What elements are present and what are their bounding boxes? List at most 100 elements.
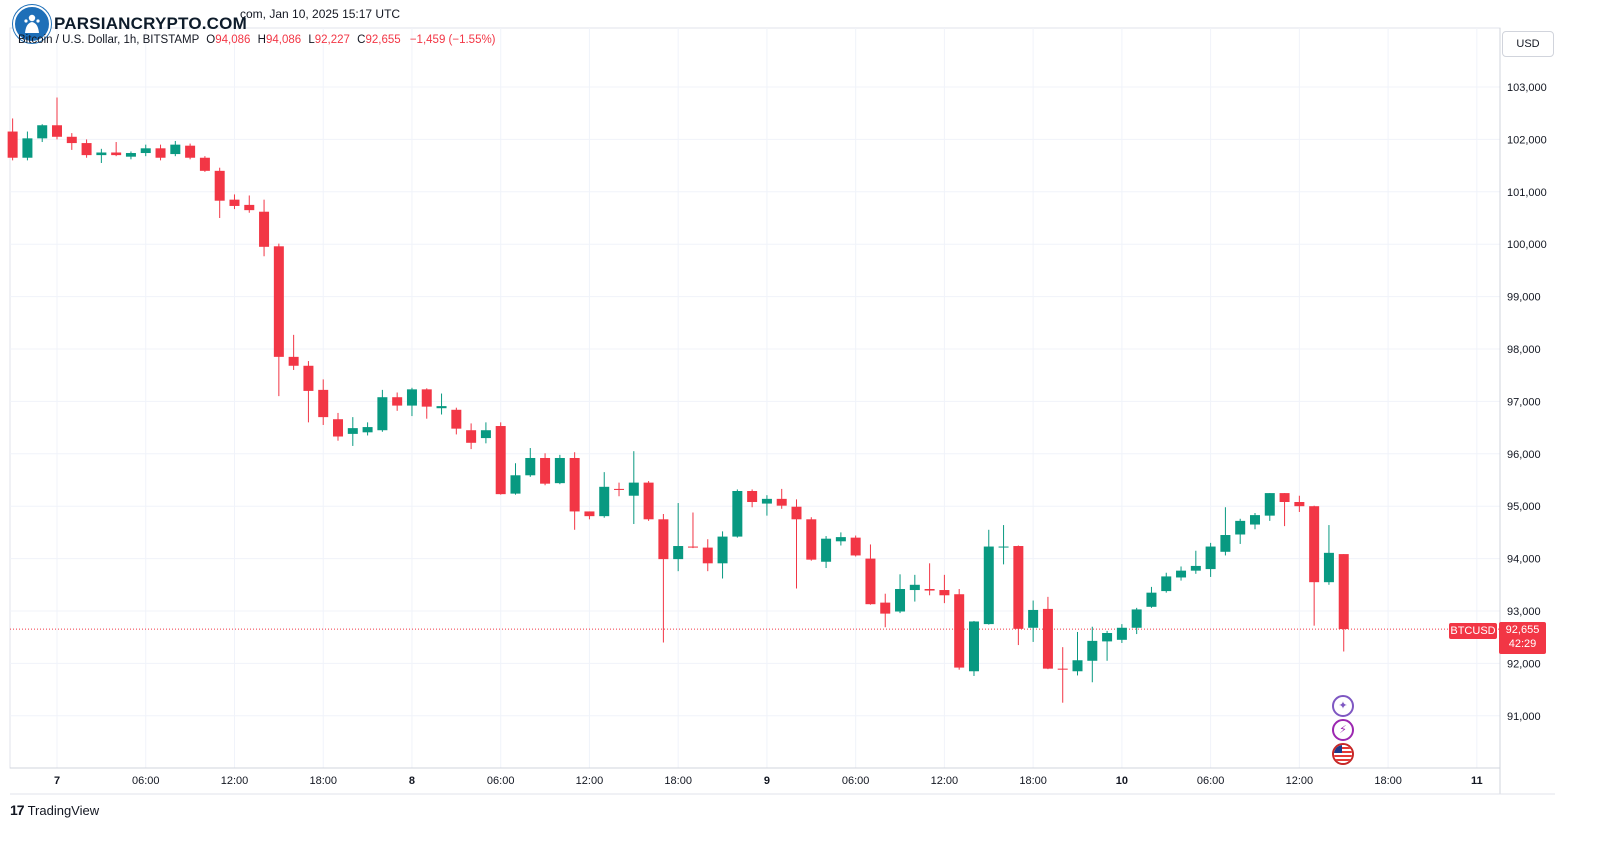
candle[interactable]	[554, 454, 565, 485]
candle[interactable]	[1042, 596, 1053, 670]
candle-body[interactable]	[259, 211, 270, 247]
candle[interactable]	[895, 574, 906, 614]
candle[interactable]	[998, 525, 1009, 565]
candle-body[interactable]	[1131, 609, 1142, 628]
candle-body[interactable]	[1057, 668, 1068, 670]
candle[interactable]	[185, 143, 196, 160]
candle[interactable]	[540, 453, 551, 486]
candle[interactable]	[52, 97, 62, 140]
candle-body[interactable]	[658, 519, 669, 560]
candle[interactable]	[406, 387, 417, 417]
candle-body[interactable]	[333, 419, 344, 437]
candle-body[interactable]	[1249, 515, 1260, 525]
candle-body[interactable]	[273, 246, 284, 357]
candle[interactable]	[806, 517, 817, 561]
candle-body[interactable]	[185, 145, 196, 158]
candle-body[interactable]	[244, 204, 255, 211]
candle[interactable]	[451, 407, 462, 435]
candle[interactable]	[436, 393, 447, 415]
candle-body[interactable]	[288, 356, 299, 366]
candle[interactable]	[1161, 572, 1172, 593]
candle-body[interactable]	[214, 170, 225, 201]
currency-button[interactable]: USD	[1502, 31, 1554, 57]
candle[interactable]	[37, 124, 48, 143]
candle-body[interactable]	[968, 621, 979, 672]
candle-body[interactable]	[347, 428, 358, 434]
candle-body[interactable]	[1205, 546, 1216, 570]
candle[interactable]	[1205, 542, 1216, 577]
candle-body[interactable]	[1116, 627, 1127, 640]
candle[interactable]	[66, 133, 77, 150]
candle[interactable]	[347, 417, 358, 446]
candle-body[interactable]	[96, 152, 107, 156]
candle[interactable]	[702, 539, 713, 572]
candle-body[interactable]	[643, 482, 654, 520]
candle-body[interactable]	[52, 125, 62, 137]
candle[interactable]	[125, 151, 136, 160]
candle[interactable]	[1116, 624, 1127, 643]
candle[interactable]	[96, 148, 107, 163]
candle-body[interactable]	[125, 153, 136, 157]
candle-body[interactable]	[436, 406, 447, 409]
candles[interactable]	[7, 97, 1349, 703]
candle[interactable]	[81, 139, 92, 158]
candle-body[interactable]	[525, 457, 536, 476]
candle-body[interactable]	[1264, 493, 1275, 516]
candle[interactable]	[658, 514, 669, 643]
candle[interactable]	[983, 529, 994, 625]
candle-body[interactable]	[880, 602, 891, 614]
candle[interactable]	[259, 199, 270, 257]
candle[interactable]	[480, 422, 491, 444]
candle[interactable]	[584, 511, 595, 520]
candle-body[interactable]	[776, 498, 787, 506]
candle-body[interactable]	[806, 519, 817, 560]
candle[interactable]	[214, 167, 225, 218]
candle-body[interactable]	[318, 389, 329, 418]
candle[interactable]	[421, 388, 432, 419]
candle[interactable]	[1057, 647, 1068, 703]
candle-body[interactable]	[303, 365, 314, 391]
candle[interactable]	[495, 422, 506, 495]
candle[interactable]	[362, 422, 373, 436]
candle[interactable]	[761, 495, 772, 516]
candle-body[interactable]	[495, 426, 506, 495]
candle[interactable]	[1072, 631, 1083, 676]
candle-body[interactable]	[377, 397, 388, 431]
candle-body[interactable]	[170, 144, 181, 155]
candle[interactable]	[466, 423, 477, 450]
candle[interactable]	[377, 389, 388, 432]
candle-body[interactable]	[1028, 609, 1039, 628]
candle[interactable]	[1249, 513, 1260, 530]
candle[interactable]	[747, 489, 758, 508]
candle-body[interactable]	[480, 430, 491, 439]
candle[interactable]	[303, 361, 314, 423]
tradingview-logo[interactable]: 17 TradingView	[10, 802, 99, 818]
candle[interactable]	[954, 588, 965, 670]
candle[interactable]	[835, 532, 846, 546]
candle[interactable]	[628, 451, 639, 525]
lightning-icon[interactable]: ⚡	[1332, 719, 1354, 741]
candle-body[interactable]	[983, 546, 994, 625]
candle-body[interactable]	[37, 125, 48, 139]
candle-body[interactable]	[155, 148, 166, 158]
candle[interactable]	[924, 563, 935, 596]
candle-body[interactable]	[111, 152, 122, 156]
candle-body[interactable]	[1013, 546, 1024, 629]
candle-body[interactable]	[599, 486, 610, 517]
candle[interactable]	[1146, 586, 1157, 608]
candle-body[interactable]	[140, 148, 151, 154]
candle-body[interactable]	[229, 199, 240, 206]
candle[interactable]	[155, 144, 166, 161]
candle[interactable]	[288, 334, 299, 370]
candle-body[interactable]	[1220, 535, 1231, 552]
candle[interactable]	[1338, 554, 1349, 652]
candle-body[interactable]	[865, 558, 876, 605]
candle[interactable]	[392, 392, 403, 411]
candle-body[interactable]	[1309, 506, 1320, 583]
candle[interactable]	[865, 544, 876, 605]
candle-body[interactable]	[392, 397, 403, 406]
candle-body[interactable]	[406, 389, 417, 406]
candle[interactable]	[880, 593, 891, 628]
candle-body[interactable]	[81, 143, 92, 156]
